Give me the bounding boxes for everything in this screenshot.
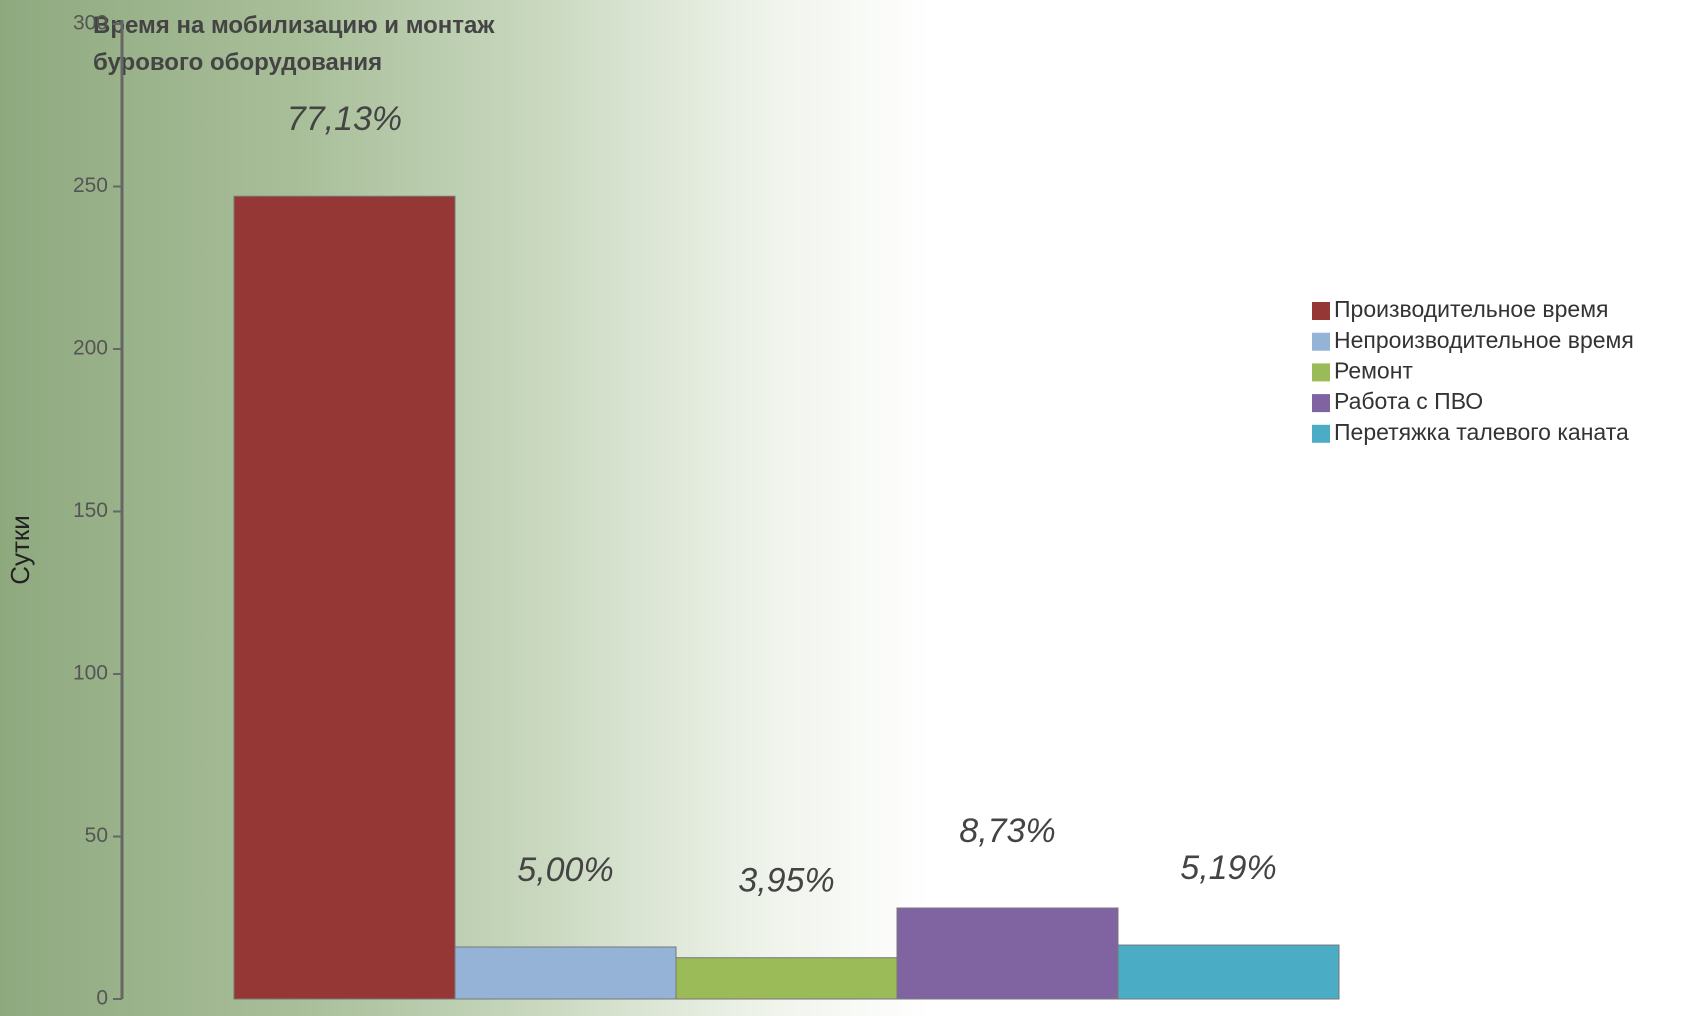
legend-swatch (1312, 394, 1330, 413)
y-tick-label: 250 (73, 174, 108, 197)
y-tick-label: 100 (73, 662, 108, 685)
y-tick-label: 150 (73, 499, 108, 522)
value-label: 3,95% (738, 862, 834, 900)
value-label: 77,13% (287, 100, 402, 138)
legend-label: Производительное время (1334, 296, 1608, 322)
y-tick-label: 300 (73, 12, 108, 35)
bar (454, 946, 677, 1000)
bar (896, 907, 1119, 1000)
value-label: 5,19% (1180, 849, 1276, 887)
bar (1117, 944, 1340, 1000)
bar (675, 957, 898, 1000)
y-tick-label: 50 (85, 824, 108, 847)
chart-title: бурового оборудования (93, 49, 382, 76)
chart-title: Время на мобилизацию и монтаж бурового о… (93, 12, 501, 76)
chart-title: Время на мобилизацию и монтаж (93, 12, 495, 39)
y-axis-label: Сутки (5, 515, 35, 585)
y-tick-label: 200 (73, 337, 108, 360)
legend-label: Непроизводительное время (1334, 327, 1634, 353)
value-label: 5,00% (517, 851, 613, 889)
legend-label: Работа с ПВО (1334, 388, 1483, 414)
legend-swatch (1312, 424, 1330, 443)
y-tick-label: 0 (96, 987, 108, 1010)
legend-swatch (1312, 332, 1330, 351)
legend-swatch (1312, 302, 1330, 320)
value-label: 8,73% (959, 812, 1055, 850)
legend-label: Перетяжка талевого каната (1334, 419, 1629, 445)
legend-swatch (1312, 363, 1330, 382)
legend-label: Ремонт (1334, 357, 1413, 383)
bar (233, 195, 456, 1000)
